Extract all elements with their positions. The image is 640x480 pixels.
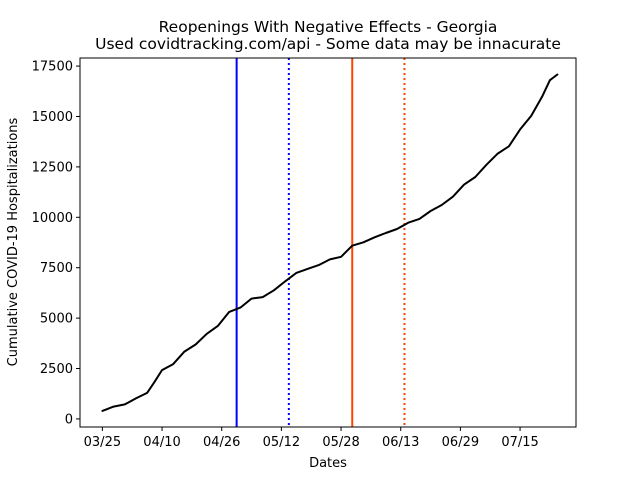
y-tick-label: 15000 [32, 110, 73, 125]
chart-subtitle: Used covidtracking.com/api - Some data m… [95, 35, 561, 53]
x-axis-label: Dates [309, 456, 347, 471]
x-tick-label: 03/25 [84, 435, 121, 450]
x-tick-label: 04/26 [203, 435, 240, 450]
x-tick-label: 07/15 [501, 435, 538, 450]
x-tick-label: 06/29 [442, 435, 479, 450]
x-ticks: 03/25 04/10 04/26 05/12 05/28 06/13 06/29 07/15 [84, 427, 539, 450]
y-tick-label: 17500 [32, 60, 73, 75]
x-tick-label: 04/10 [143, 435, 180, 450]
y-tick-label: 7500 [40, 261, 73, 276]
reference-lines [235, 58, 406, 427]
chart-title: Reopenings With Negative Effects - Georg… [159, 18, 498, 36]
y-tick-label: 12500 [32, 160, 73, 175]
y-tick-label: 10000 [32, 211, 73, 226]
x-tick-label: 05/12 [263, 435, 300, 450]
x-tick-label: 06/13 [382, 435, 419, 450]
y-tick-label: 0 [65, 412, 73, 427]
y-ticks: 0 2500 5000 7500 10000 12500 15000 17500 [32, 60, 80, 427]
x-tick-label: 05/28 [322, 435, 359, 450]
y-tick-label: 2500 [40, 362, 73, 377]
y-tick-label: 5000 [40, 312, 73, 327]
series-line-1 [101, 73, 559, 412]
y-axis-label: Cumulative COVID-19 Hospitalizations [6, 117, 21, 366]
series-layer [101, 73, 559, 412]
plot-frame [79, 57, 577, 428]
